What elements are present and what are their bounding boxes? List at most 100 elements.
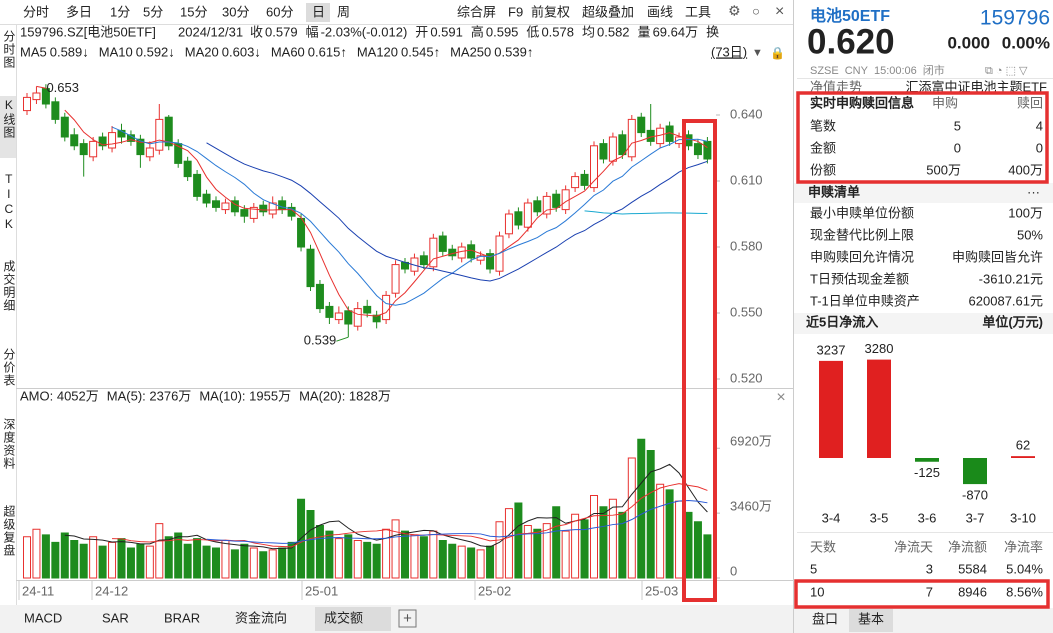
table-cell: 8946 (958, 584, 987, 599)
volume-bar (467, 547, 476, 579)
row-label: 份额 (810, 162, 836, 177)
side-tab[interactable]: 分时图 (2, 30, 16, 69)
bottom-tab[interactable]: MACD (24, 610, 62, 625)
y-tick-label: 0.640 (730, 106, 763, 121)
close-icon[interactable]: × (775, 3, 784, 20)
lock-icon[interactable]: 🔒 (770, 46, 785, 60)
symbol: 159796.SZ[电池50ETF] (20, 24, 156, 39)
period-tab[interactable]: 60分 (266, 4, 293, 19)
period-tab[interactable]: 日 (312, 4, 325, 19)
add-icon[interactable]: + (403, 610, 412, 627)
period-tab[interactable]: 15分 (180, 4, 207, 19)
period-tab[interactable]: 多日 (66, 4, 92, 19)
ma-name: MA20 (185, 44, 219, 59)
volume-bar (126, 547, 135, 579)
side-tab[interactable]: TICK (2, 172, 16, 232)
date: 2024/12/31 (178, 24, 243, 39)
candle-body (287, 206, 296, 217)
period-count[interactable]: (73日) (711, 44, 747, 59)
volume-bar (514, 502, 523, 579)
add-tab[interactable] (398, 609, 417, 628)
period-tab[interactable]: 分时 (23, 4, 49, 19)
volume-bar (580, 519, 589, 579)
bottom-tab[interactable]: SAR (102, 610, 129, 625)
side-tab[interactable]: K线图 (2, 98, 16, 139)
side-tab[interactable]: 分价表 (2, 348, 16, 387)
bottom-bar (0, 605, 793, 633)
volume-ma-line (112, 483, 708, 548)
volume-bar (646, 450, 655, 579)
bar-label: 62 (1016, 438, 1030, 453)
more-button[interactable]: ··· (1027, 184, 1040, 199)
right-tabs-bar (794, 608, 1053, 633)
price: 0.620 (807, 22, 895, 61)
candle-body (183, 160, 192, 178)
volume-bar (259, 551, 268, 579)
ma-name: MA120 (357, 44, 398, 59)
bottom-tab[interactable]: BRAR (164, 610, 200, 625)
info-value: 69.64万 (653, 24, 699, 39)
selected-period-bg (306, 3, 330, 22)
info-label: 低 (526, 24, 539, 39)
ma-value: 0.592↓ (136, 44, 175, 59)
side-tab[interactable]: 成交明细 (2, 260, 16, 312)
y-tick-label: 3460万 (730, 499, 772, 514)
volume-bar (533, 528, 542, 579)
bottom-tab[interactable]: 成交额 (324, 610, 363, 625)
volume-bar (23, 536, 31, 579)
candle-body (618, 134, 627, 156)
circle-icon[interactable]: ○ (752, 3, 760, 18)
candle-body (571, 176, 580, 189)
period-tab[interactable]: 30分 (222, 4, 249, 19)
row-value: 4 (1036, 118, 1043, 133)
ma-line (111, 126, 708, 306)
label: AMO: 4052万 (20, 388, 99, 403)
candle-body (108, 132, 117, 149)
candle-body (249, 206, 258, 219)
volume-bar (561, 530, 570, 579)
tool-button[interactable]: 超级叠加 (582, 4, 634, 19)
volume-bar (637, 438, 646, 579)
volume-bar (693, 521, 702, 579)
row-value: 0 (954, 140, 961, 155)
volume-bar (155, 523, 164, 579)
section-bg (794, 313, 1053, 334)
info-label: 幅 (306, 24, 319, 39)
nav-link[interactable]: 净值走势 (810, 79, 862, 94)
bottom-tab[interactable]: 资金流向 (235, 610, 287, 625)
volume-bar (618, 511, 627, 579)
table-cell: 10 (810, 584, 824, 599)
volume-bar (136, 543, 145, 579)
volume-bar (70, 540, 79, 579)
candle-body (89, 140, 98, 158)
settings-icon[interactable]: ⚙ (728, 3, 741, 19)
period-tab[interactable]: 周 (337, 4, 350, 19)
candle-body (268, 202, 277, 215)
bar (963, 458, 987, 485)
table-cell: 5 (810, 561, 817, 576)
tool-button[interactable]: 综合屏 (457, 4, 496, 19)
right-tab[interactable]: 盘口 (812, 611, 838, 626)
info-value: -2.03%(-0.012) (321, 24, 408, 39)
period-tab[interactable]: 1分 (110, 4, 130, 19)
dropdown-icon[interactable]: ▼ (752, 47, 763, 59)
candle-body (325, 305, 334, 318)
candle-body (419, 255, 428, 266)
side-tab[interactable]: 深度资料 (2, 418, 16, 470)
tool-button[interactable]: 画线 (647, 4, 673, 19)
candle-body (344, 310, 353, 325)
side-tab[interactable]: 超级复盘 (2, 504, 16, 557)
close-icon[interactable]: × (776, 389, 785, 406)
candle-body (98, 136, 107, 147)
tool-button[interactable]: 工具 (685, 4, 711, 19)
tool-button[interactable]: F9 (508, 4, 523, 19)
right-tab[interactable]: 基本 (858, 611, 884, 626)
candle-body (514, 211, 523, 226)
status-icons[interactable]: ⧉ ◔ ⬚ ▽ (985, 65, 1028, 77)
candle-body (363, 305, 372, 314)
tool-button[interactable]: 前复权 (531, 4, 570, 19)
period-tab[interactable]: 5分 (143, 4, 163, 19)
label: SZSE (810, 65, 839, 77)
info-value: 0.579 (265, 24, 298, 39)
candle-body (703, 140, 712, 160)
